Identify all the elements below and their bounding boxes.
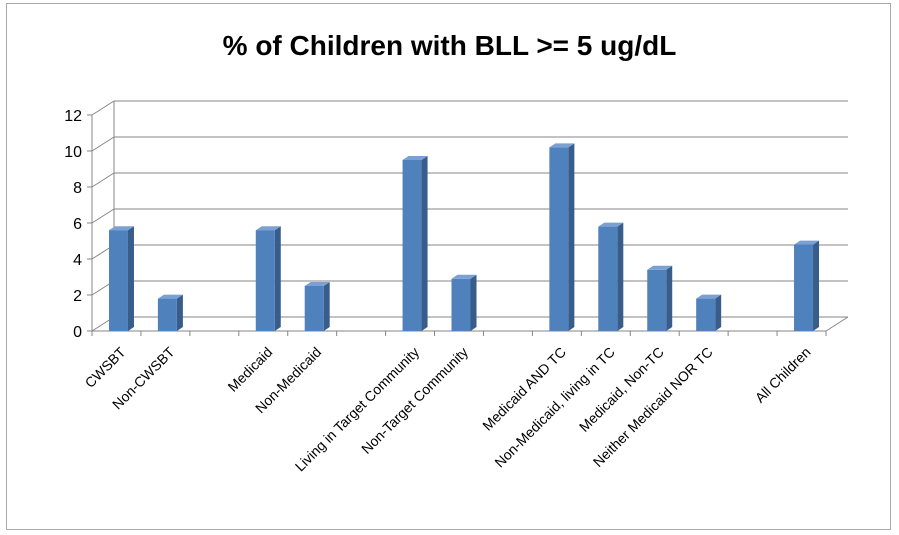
bar	[451, 274, 477, 331]
bar-top	[157, 294, 183, 299]
y-tick-label: 10	[64, 144, 82, 161]
y-tick-label: 4	[73, 252, 82, 269]
bar-top	[598, 222, 624, 227]
bar-top	[304, 282, 330, 286]
bar-top	[402, 156, 428, 160]
bar	[108, 226, 134, 331]
side-gridline	[91, 136, 115, 152]
bar	[794, 240, 820, 331]
bar-side	[666, 265, 673, 331]
bar-side	[176, 294, 183, 331]
y-tick-labels: 0 2 4 6 8 10 12	[64, 108, 82, 341]
bar-top	[451, 274, 477, 279]
bar-side	[715, 294, 722, 331]
x-tick-label: Medicaid, Non-TC	[576, 344, 667, 435]
bar-side	[421, 156, 428, 331]
x-tick-label: Medicaid	[224, 344, 275, 395]
bar-side	[323, 282, 330, 331]
bar-front	[255, 230, 275, 331]
x-tick-label: CWSBT	[82, 343, 129, 390]
bar-top	[696, 294, 722, 299]
bar-front	[794, 244, 814, 331]
bar	[255, 226, 281, 331]
bar-top	[255, 226, 281, 231]
bar-front	[304, 286, 324, 331]
bar	[157, 294, 183, 331]
y-tick-label: 12	[64, 108, 82, 125]
bar	[696, 294, 722, 331]
bar-side	[813, 240, 820, 331]
bar-front	[157, 298, 177, 331]
x-tick-label: Medicaid AND TC	[479, 344, 569, 434]
bar-front	[549, 147, 569, 331]
bar-front	[451, 278, 471, 331]
side-gridline	[91, 172, 115, 188]
bar-side	[568, 143, 575, 331]
bar-front	[647, 269, 667, 331]
bar-side	[274, 226, 281, 331]
bar	[402, 156, 428, 331]
bar-side	[617, 222, 624, 331]
bar-front	[696, 298, 716, 331]
bar	[549, 143, 575, 331]
bar	[304, 282, 330, 331]
bar-side	[470, 274, 477, 331]
y-tick-label: 2	[73, 288, 82, 305]
side-gridline	[91, 208, 115, 224]
bar-front	[402, 160, 422, 331]
bar-top	[647, 265, 673, 270]
chart-title: % of Children with BLL >= 5 ug/dL	[222, 30, 677, 61]
bar-top	[549, 143, 575, 148]
bar-top	[794, 240, 820, 245]
floor-edge	[825, 316, 849, 332]
chart-frame	[6, 3, 891, 530]
bar-top	[108, 226, 134, 231]
bar-side	[127, 226, 134, 331]
side-gridline	[91, 100, 115, 116]
bars	[108, 143, 820, 331]
bar	[598, 222, 624, 331]
bar-front	[108, 230, 128, 331]
bar-front	[598, 226, 618, 331]
y-tick-label: 8	[73, 180, 82, 197]
y-tick-label: 0	[73, 324, 82, 341]
bar	[647, 265, 673, 331]
x-tick-label: All Children	[752, 344, 814, 406]
y-tick-label: 6	[73, 216, 82, 233]
